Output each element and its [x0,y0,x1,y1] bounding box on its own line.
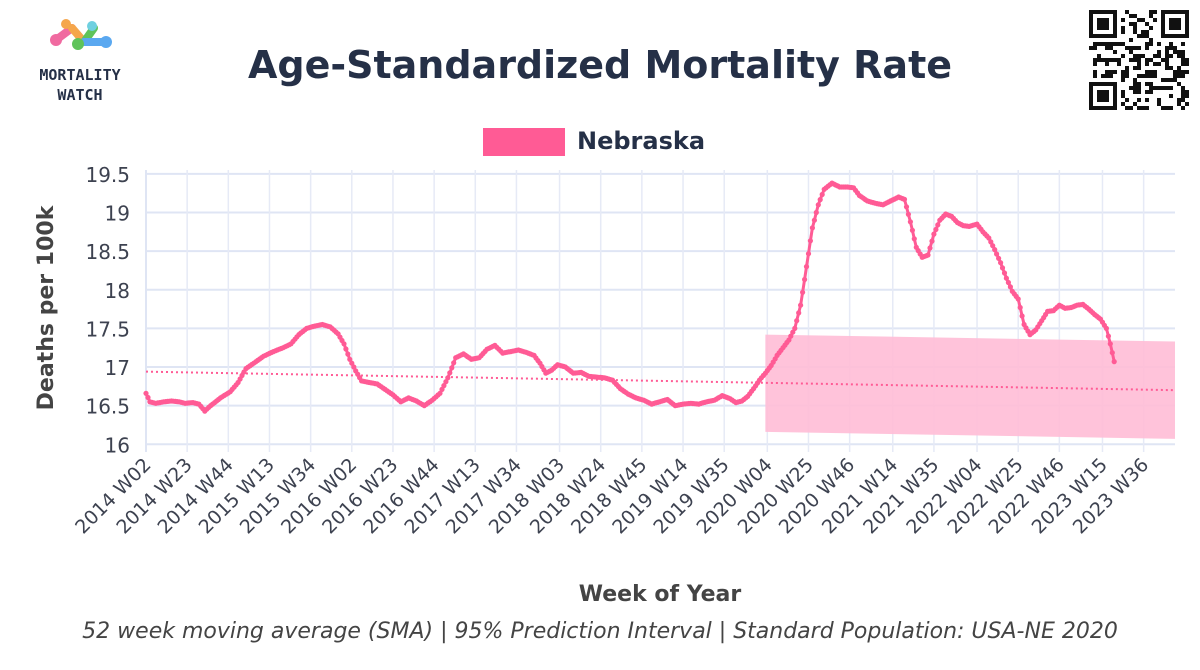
baseline-line [145,370,1176,392]
data-point [907,219,914,225]
data-point [143,390,149,396]
data-point [794,318,800,324]
data-point [809,225,816,231]
data-point [1007,284,1014,290]
y-tick-labels: 16 16.5 17 17.5 18 18.5 19 19.5 [85,163,130,457]
data-point [990,243,996,249]
data-point [933,226,939,233]
data-point [1001,270,1008,276]
y-tick-label: 18 [105,279,130,303]
data-point [807,238,814,244]
baseline-layer [145,370,1176,392]
data-point [1105,333,1111,339]
data-point [345,351,351,357]
data-point [1003,275,1010,281]
prediction-interval-layer [765,334,1175,439]
data-point [341,341,347,347]
data-point [996,255,1002,261]
data-point [931,231,937,237]
data-point [815,202,821,208]
y-tick-label: 18.5 [85,240,130,264]
y-tick-label: 17 [105,356,130,380]
data-point [441,383,447,389]
legend-label-nebraska: Nebraska [577,127,705,155]
data-point [1107,341,1113,347]
mortality-watch-logo: MORTALITY WATCH [39,19,121,104]
y-tick-label: 16.5 [85,395,130,419]
data-point [347,356,353,362]
data-point [929,238,935,244]
logo-mark-icon [50,19,112,50]
data-point [447,370,453,376]
y-axis-title: Deaths per 100k [34,204,59,410]
data-point [786,337,792,343]
data-point [992,247,998,253]
data-point [792,325,798,331]
data-point [935,222,941,228]
data-point [925,252,931,258]
y-tick-label: 16 [105,433,130,457]
qr-code-icon [1089,10,1189,110]
data-point [1015,296,1021,302]
data-point [817,197,823,203]
data-point [901,196,908,202]
data-point [1019,313,1025,319]
data-point [927,245,933,251]
data-point [805,251,812,257]
chart-title: Age-Standardized Mortality Rate [248,43,952,87]
data-point [788,333,794,339]
data-point [903,204,910,210]
data-point [796,310,802,316]
data-point [449,365,455,371]
data-point [437,390,443,396]
data-point [803,264,810,270]
data-point [800,289,806,295]
logo-text-line1: MORTALITY [39,66,120,84]
data-point [343,346,349,352]
data-point [443,379,449,385]
data-point [819,191,825,198]
data-point [445,375,451,381]
data-point [1111,359,1117,365]
data-point [994,251,1000,257]
data-point [1109,350,1115,356]
data-point [145,394,151,401]
y-tick-label: 19.5 [85,163,130,187]
data-point [813,209,819,216]
chart-caption: 52 week moving average (SMA) | 95% Predi… [82,619,1118,644]
y-tick-label: 19 [105,201,130,225]
data-point [999,265,1006,271]
logo-text-line2: WATCH [57,86,102,104]
y-tick-label: 17.5 [85,317,130,341]
data-point [1005,279,1012,286]
data-point [351,364,357,370]
data-point [998,260,1004,266]
data-point [911,236,917,242]
data-point [798,302,804,308]
data-point [1103,325,1109,331]
data-point [905,211,912,217]
legend-swatch-nebraska [483,128,565,156]
data-point [811,217,818,223]
data-point [909,227,916,233]
data-point [1017,304,1023,311]
prediction-interval-band [765,334,1175,439]
legend: Nebraska [483,127,705,156]
data-point [451,360,457,366]
data-point [802,276,808,283]
series-layer [143,180,1117,414]
x-axis-title: Week of Year [579,582,742,607]
data-point [986,235,992,241]
